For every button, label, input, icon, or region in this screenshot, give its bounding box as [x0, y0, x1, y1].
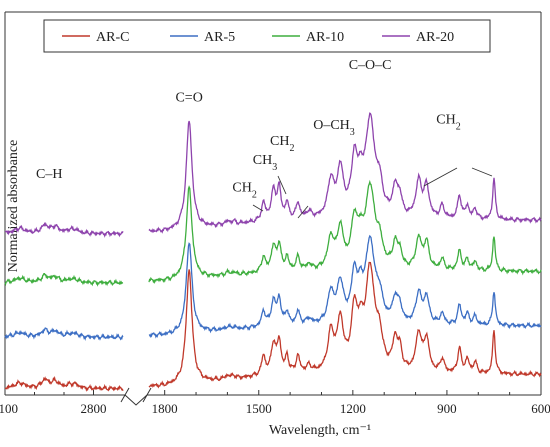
annotation-leader	[277, 175, 287, 195]
annotation-leader	[297, 205, 309, 219]
series-line-ar-c-seg1	[4, 375, 124, 392]
series-ar-c	[4, 261, 542, 392]
legend-frame	[43, 19, 491, 53]
series-line-ar-5-seg2	[148, 234, 542, 339]
annotation-leader	[423, 167, 458, 187]
series-ar-20	[5, 112, 542, 238]
series-line-ar-20-seg2	[148, 112, 542, 234]
x-tick-label: 900	[437, 401, 457, 416]
x-tick-label: 600	[531, 401, 550, 416]
x-tick-label: 1800	[152, 401, 178, 416]
annotation-label: CH3	[253, 153, 277, 173]
annotation-leader	[471, 167, 493, 177]
y-axis-label: Normalized absorbance	[6, 140, 21, 273]
annotation-label: C–H	[36, 167, 62, 182]
x-tick-label: 1500	[246, 401, 272, 416]
series-line-ar-c-seg2	[148, 261, 542, 389]
x-tick-label: 1200	[340, 401, 366, 416]
x-axis-label: Wavelength, cm⁻¹	[269, 423, 371, 438]
annotation-label: O–CH3	[313, 118, 355, 138]
annotation-leader	[252, 204, 264, 212]
annotation-label: C=O	[175, 91, 202, 106]
legend: AR-C AR-5 AR-10 AR-20	[43, 19, 491, 53]
series-line-ar-5-seg1	[4, 327, 124, 341]
annotation-label: CH2	[232, 180, 256, 200]
axis-break-notch	[124, 394, 148, 406]
legend-label-ar-c: AR-C	[96, 30, 129, 45]
series-line-ar-10-seg1	[4, 272, 124, 287]
series-line-ar-10-seg2	[148, 179, 542, 284]
x-tick-label: 3100	[0, 401, 18, 416]
series-layer	[4, 112, 542, 392]
x-tick-label: 2800	[81, 401, 107, 416]
legend-label-ar-10: AR-10	[306, 30, 344, 45]
legend-label-ar-5: AR-5	[204, 30, 235, 45]
series-ar-10	[4, 179, 542, 287]
annotation-label: C–O–C	[349, 58, 392, 73]
series-line-ar-20-seg1	[5, 221, 124, 238]
series-ar-5	[4, 234, 542, 341]
annotation-label: CH2	[270, 134, 294, 154]
annotation-label: CH2	[436, 112, 460, 132]
legend-label-ar-20: AR-20	[416, 30, 454, 45]
